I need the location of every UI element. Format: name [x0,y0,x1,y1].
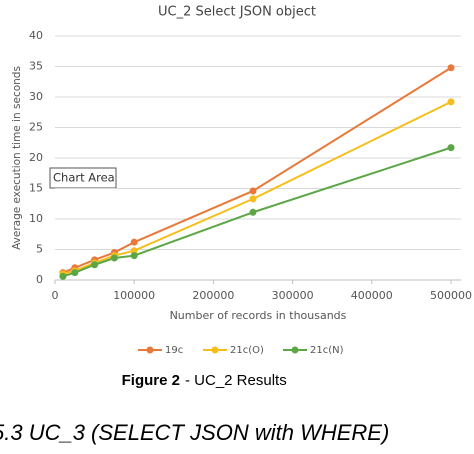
legend-marker [291,346,299,354]
marker [71,269,79,277]
legend-label: 21c(O) [230,345,264,356]
chart-title: UC_2 Select JSON object [158,5,316,20]
y-tick-label: 15 [29,182,43,195]
legend-marker [211,346,219,354]
y-tick-label: 10 [29,212,43,225]
y-tick-label: 20 [29,151,43,164]
x-tick-label: 200000 [192,289,234,302]
marker [447,98,455,106]
marker [130,247,138,255]
marker [249,208,257,216]
series-line [62,146,452,278]
marker [130,252,138,260]
tooltip: Chart Area [53,171,115,185]
marker [130,238,138,246]
caption-text: - UC_2 Results [185,372,287,389]
legend-label: 21c(N) [310,345,344,356]
x-tick-label: 300000 [272,289,314,302]
x-tick-label: 100000 [113,289,155,302]
y-tick-label: 5 [36,243,43,256]
y-axis-label: Average execution time in seconds [11,66,23,250]
y-tick-label: 40 [29,29,43,42]
marker [447,64,455,72]
y-tick-label: 30 [29,90,43,103]
caption-label: Figure 2 [122,372,180,389]
y-tick-label: 35 [29,60,43,73]
marker [249,195,257,203]
marker [59,272,67,280]
x-tick-label: 500000 [430,289,472,302]
x-axis-label: Number of records in thousands [170,309,347,322]
y-tick-label: 25 [29,121,43,134]
marker [110,254,118,262]
x-tick-label: 0 [52,289,59,302]
y-tick-label: 0 [36,273,43,286]
x-tick-label: 400000 [351,289,393,302]
marker [249,187,257,195]
legend-marker [146,346,154,354]
marker [447,144,455,152]
marker [91,261,99,269]
legend-label: 19c [165,345,183,356]
next-heading: 5.3 UC_3 (SELECT JSON with WHERE) [0,420,389,445]
series-line [62,66,452,274]
